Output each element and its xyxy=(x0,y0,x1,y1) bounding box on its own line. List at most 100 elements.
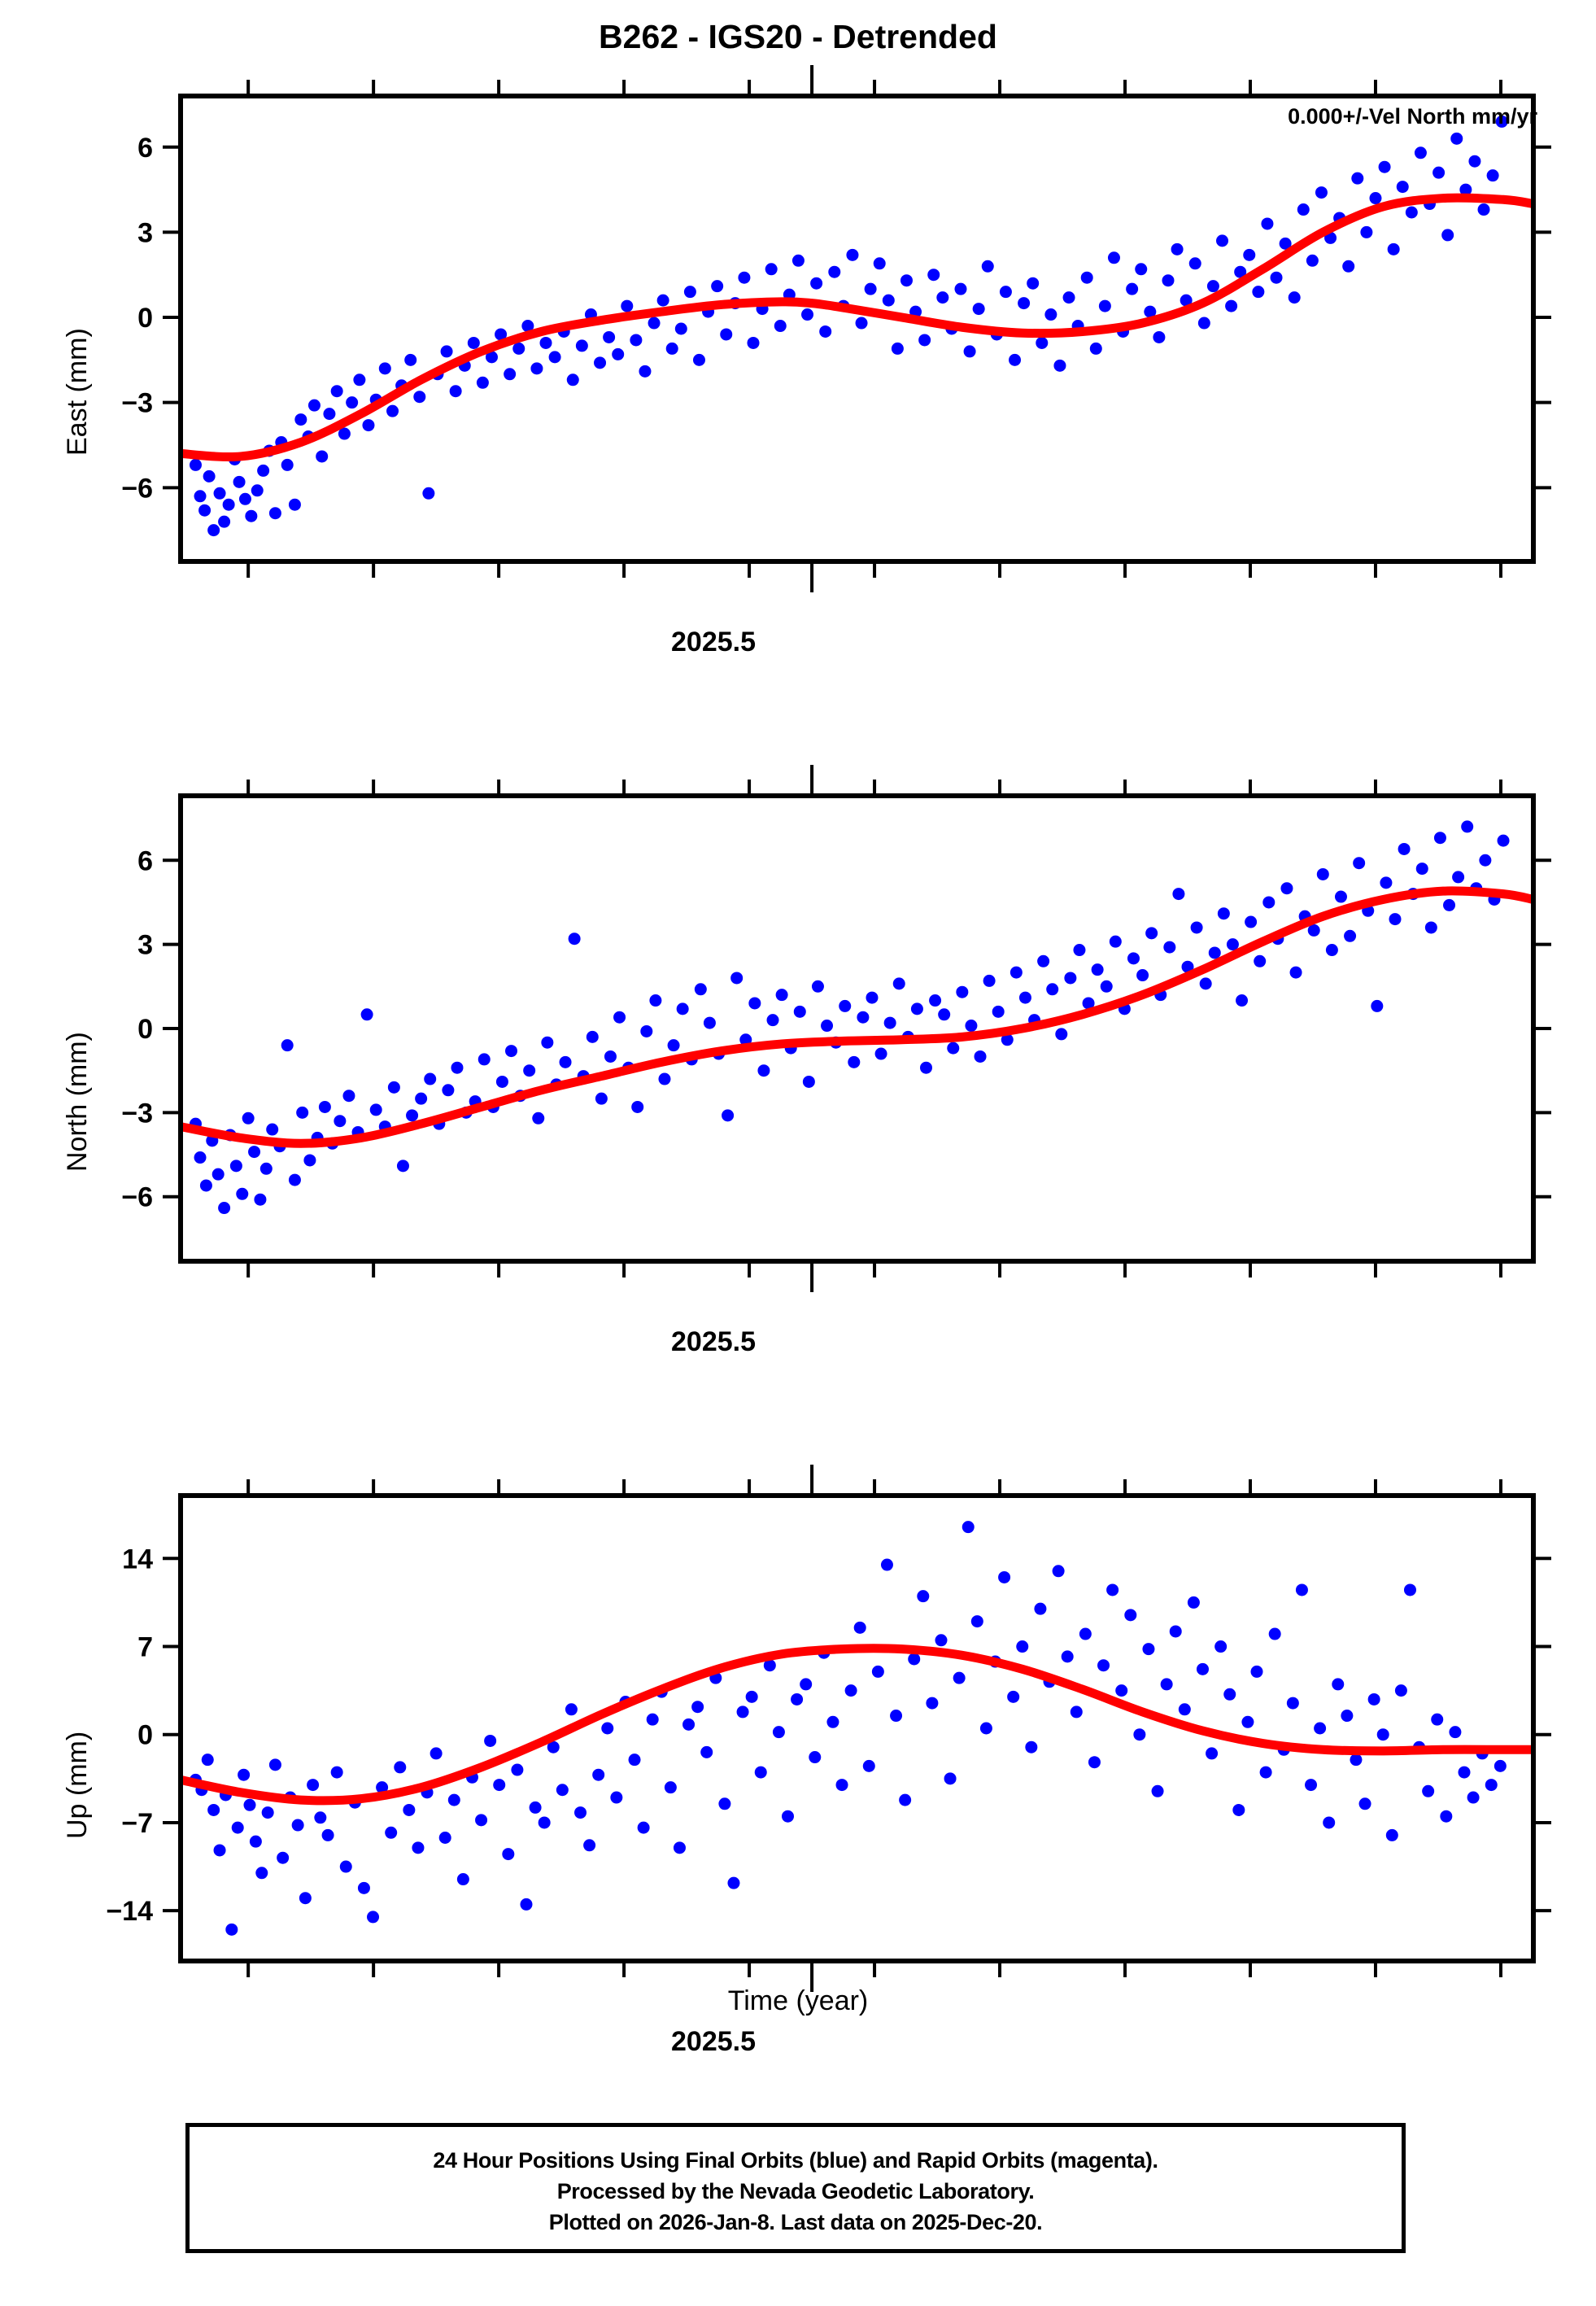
north-axis-label: North (mm) xyxy=(62,1032,93,1172)
data-point xyxy=(772,1726,785,1739)
data-point xyxy=(683,286,696,299)
data-point xyxy=(1261,217,1274,230)
data-point xyxy=(1097,1659,1110,1672)
data-point xyxy=(1091,963,1104,976)
caption-line-2: Processed by the Nevada Geodetic Laborat… xyxy=(556,2179,1035,2203)
data-point xyxy=(1334,890,1347,903)
data-point xyxy=(251,484,264,497)
data-point xyxy=(944,1772,957,1785)
data-point xyxy=(926,1697,939,1710)
data-point xyxy=(1280,882,1293,895)
data-point xyxy=(1450,132,1463,145)
data-point xyxy=(1344,929,1357,942)
data-point xyxy=(1477,203,1490,216)
y-tick-label: −14 xyxy=(106,1896,153,1927)
data-point xyxy=(1178,1703,1191,1716)
y-tick-label: −7 xyxy=(121,1808,153,1839)
data-point xyxy=(1307,924,1320,937)
data-point xyxy=(266,1123,279,1136)
data-point xyxy=(495,1075,508,1088)
data-point xyxy=(367,1911,380,1924)
data-point xyxy=(747,336,760,349)
data-point xyxy=(248,1146,261,1159)
north-xtick-label: 2025.5 xyxy=(671,1326,756,1357)
data-point xyxy=(1245,915,1258,928)
data-point xyxy=(857,1011,870,1024)
data-point xyxy=(330,1766,343,1779)
data-point xyxy=(268,507,281,520)
data-point xyxy=(775,989,788,1002)
data-point xyxy=(447,1793,460,1806)
data-point xyxy=(346,396,359,409)
data-point xyxy=(730,972,743,985)
data-point xyxy=(956,985,969,998)
data-point xyxy=(307,1779,320,1792)
data-point xyxy=(378,362,391,375)
data-point xyxy=(222,498,235,511)
data-point xyxy=(530,362,543,375)
y-tick-label: 0 xyxy=(137,303,153,334)
data-point xyxy=(621,299,634,312)
data-point xyxy=(1016,1640,1029,1653)
data-point xyxy=(855,317,868,330)
data-point xyxy=(774,320,787,333)
data-point xyxy=(218,1202,231,1215)
data-point xyxy=(765,263,778,276)
data-point xyxy=(1135,263,1148,276)
data-point xyxy=(376,1781,389,1794)
data-point xyxy=(249,1835,262,1848)
data-point xyxy=(592,1768,605,1781)
data-point xyxy=(1452,871,1465,884)
data-point xyxy=(357,1881,370,1894)
data-point xyxy=(1064,972,1077,985)
data-point xyxy=(1415,863,1428,876)
data-point xyxy=(1046,983,1059,996)
data-point xyxy=(1458,1766,1471,1779)
data-point xyxy=(353,373,366,387)
data-point xyxy=(254,1193,267,1206)
data-point xyxy=(1027,277,1040,290)
data-point xyxy=(521,320,534,333)
data-point xyxy=(674,322,687,335)
data-point xyxy=(1162,274,1175,287)
data-point xyxy=(255,1867,268,1880)
data-point xyxy=(594,356,607,369)
data-point xyxy=(493,1779,506,1792)
data-point xyxy=(485,351,498,364)
data-point xyxy=(595,1092,608,1105)
plot-frame xyxy=(178,94,1536,564)
data-point xyxy=(763,1659,776,1672)
data-point xyxy=(828,265,841,278)
data-point xyxy=(631,1100,644,1113)
data-point xyxy=(1341,1710,1354,1723)
data-point xyxy=(1441,229,1454,242)
data-point xyxy=(938,1008,951,1021)
data-point xyxy=(1376,1728,1389,1741)
data-point xyxy=(748,997,761,1010)
data-point xyxy=(396,1160,409,1173)
data-point xyxy=(947,1042,960,1055)
data-point xyxy=(520,1898,533,1911)
data-point xyxy=(1461,820,1474,833)
data-point xyxy=(826,1715,839,1728)
data-point xyxy=(1250,1665,1263,1678)
data-point xyxy=(1323,1816,1336,1829)
data-point xyxy=(839,999,852,1012)
data-point xyxy=(920,1061,932,1074)
data-point xyxy=(656,294,669,307)
data-point xyxy=(566,373,579,387)
data-point xyxy=(1115,1684,1128,1697)
data-point xyxy=(1262,896,1275,909)
data-point xyxy=(1106,1583,1119,1596)
data-point xyxy=(1325,944,1338,957)
data-point xyxy=(1208,946,1221,959)
data-point xyxy=(502,1848,515,1861)
data-point xyxy=(791,254,805,267)
data-point xyxy=(754,1766,767,1779)
data-point xyxy=(1332,1678,1345,1691)
data-point xyxy=(1124,1609,1137,1622)
data-point xyxy=(403,1803,416,1816)
data-point xyxy=(1025,1740,1038,1754)
data-point xyxy=(1070,1705,1083,1719)
data-point xyxy=(935,1634,948,1647)
